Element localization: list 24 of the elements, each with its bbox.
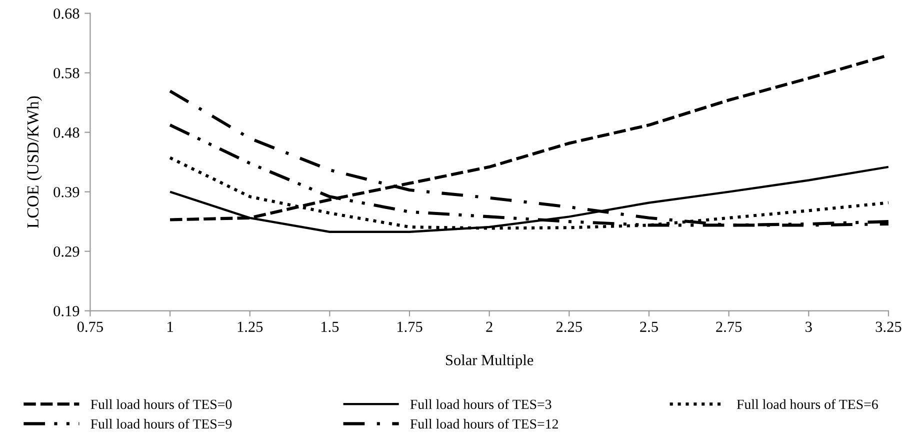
- y-tick-label: 0.29: [54, 246, 80, 257]
- legend-label: Full load hours of TES=12: [410, 418, 558, 429]
- x-tick-label: 2.25: [556, 322, 582, 332]
- legend-label: Full load hours of TES=6: [736, 399, 878, 410]
- y-tick-label: 0.68: [54, 8, 80, 19]
- y-tick-label: 0.39: [54, 186, 80, 198]
- x-tick-label: 1.5: [321, 322, 339, 332]
- x-tick-label: 2.75: [716, 322, 742, 332]
- x-tick-label: 2.5: [640, 322, 658, 332]
- x-tick-label: 2: [486, 322, 492, 332]
- y-axis-title: LCOE (USD/KWh): [26, 96, 42, 228]
- x-tick-label: 1: [168, 322, 173, 332]
- x-tick-label: 3: [806, 322, 812, 332]
- legend-label: Full load hours of TES=3: [410, 399, 552, 410]
- x-tick-label: 1.25: [238, 322, 263, 332]
- x-tick-label: 0.75: [77, 322, 103, 332]
- legend-label: Full load hours of TES=9: [90, 418, 232, 429]
- x-axis-title: Solar Multiple: [446, 354, 534, 368]
- x-tick-label: 3.25: [876, 322, 902, 332]
- x-tick-label: 1.75: [397, 322, 422, 332]
- legend-label: Full load hours of TES=0: [90, 399, 232, 410]
- y-tick-label: 0.19: [54, 306, 80, 316]
- y-tick-label: 0.48: [54, 127, 80, 138]
- y-tick-label: 0.58: [54, 68, 80, 78]
